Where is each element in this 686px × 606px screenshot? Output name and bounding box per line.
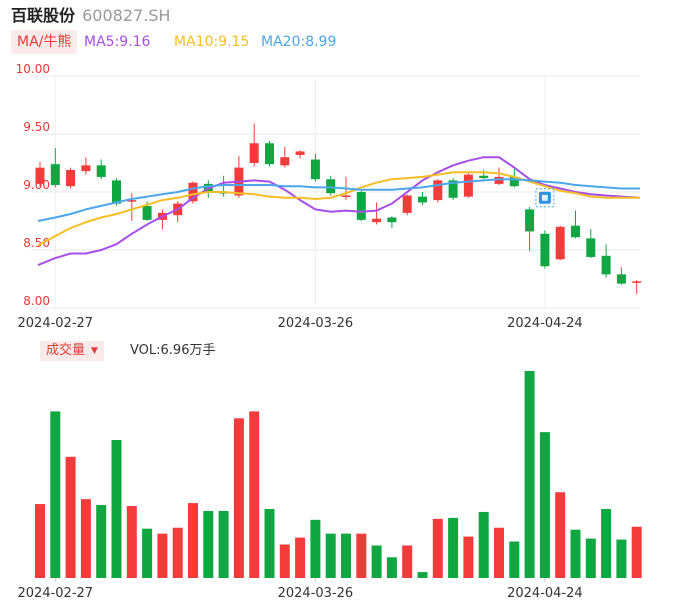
volume-bar bbox=[66, 457, 76, 578]
candle-body bbox=[36, 168, 45, 184]
candle-body bbox=[326, 179, 335, 193]
candle-body bbox=[280, 157, 289, 165]
volume-bar bbox=[326, 534, 336, 578]
price-date-label: 2024-02-27 bbox=[18, 316, 94, 331]
volume-date-axis: 2024-02-27 2024-03-26 2024-04-24 bbox=[18, 578, 583, 601]
candle-body bbox=[571, 226, 580, 238]
volume-bar bbox=[341, 534, 351, 578]
volume-bar bbox=[173, 528, 183, 578]
volume-bar bbox=[35, 504, 45, 578]
volume-bar bbox=[509, 542, 519, 578]
volume-bar bbox=[280, 544, 290, 578]
price-tick-label: 8.00 bbox=[23, 294, 50, 308]
ma-lines bbox=[38, 157, 640, 265]
candle-body bbox=[525, 209, 534, 231]
candle-body bbox=[403, 195, 412, 212]
price-date-axis: 2024-02-27 2024-03-26 2024-04-24 bbox=[18, 316, 583, 331]
volume-bar bbox=[249, 411, 259, 578]
volume-bar bbox=[219, 511, 229, 578]
volume-bar bbox=[127, 506, 137, 578]
candle-body bbox=[265, 143, 274, 164]
candle-body bbox=[250, 143, 259, 163]
volume-bar bbox=[463, 537, 473, 578]
candle-body bbox=[51, 164, 60, 185]
volume-date-label: 2024-03-26 bbox=[278, 586, 354, 601]
price-date-label: 2024-03-26 bbox=[278, 316, 354, 331]
candle-body bbox=[81, 165, 90, 171]
volume-bar bbox=[310, 520, 320, 578]
volume-bar bbox=[265, 509, 275, 578]
volume-bar bbox=[540, 432, 550, 578]
candle-body bbox=[357, 192, 366, 220]
volume-date-label: 2024-04-24 bbox=[507, 586, 583, 601]
price-axis: 10.009.509.008.508.00 bbox=[16, 62, 50, 308]
candle-body bbox=[556, 227, 565, 259]
price-tick-label: 8.50 bbox=[23, 236, 50, 250]
candle-body bbox=[66, 170, 75, 186]
candle-body bbox=[311, 160, 320, 180]
volume-bar bbox=[525, 371, 535, 578]
candle-body bbox=[296, 151, 305, 154]
candle-body bbox=[143, 206, 152, 220]
candle-body bbox=[372, 219, 381, 222]
volume-bar bbox=[203, 511, 213, 578]
candle-body bbox=[97, 165, 106, 177]
candle-body bbox=[464, 175, 473, 197]
volume-bar bbox=[586, 539, 596, 578]
candlestick-series bbox=[36, 124, 642, 295]
candle-body bbox=[602, 256, 611, 275]
volume-bar bbox=[50, 411, 60, 578]
candle-body bbox=[632, 281, 641, 283]
volume-bar bbox=[632, 527, 642, 578]
ma-line-ma10 bbox=[38, 172, 640, 245]
candle-body bbox=[540, 234, 549, 266]
volume-bar bbox=[555, 492, 565, 578]
volume-bar bbox=[418, 572, 428, 578]
volume-bar bbox=[479, 512, 489, 578]
volume-bar bbox=[112, 440, 122, 578]
price-tick-label: 10.00 bbox=[16, 62, 50, 76]
volume-bar bbox=[387, 557, 397, 578]
marker-icon-glyph bbox=[542, 195, 548, 201]
candle-body bbox=[342, 195, 351, 197]
price-date-label: 2024-04-24 bbox=[507, 316, 583, 331]
volume-bar bbox=[402, 545, 412, 578]
volume-bar bbox=[295, 538, 305, 578]
candle-body bbox=[387, 218, 396, 223]
candle-body bbox=[586, 238, 595, 257]
volume-bar bbox=[616, 540, 626, 578]
candle-body bbox=[479, 176, 488, 178]
volume-bar bbox=[494, 528, 504, 578]
volume-bar bbox=[601, 509, 611, 578]
volume-bar bbox=[157, 534, 167, 578]
candle-body bbox=[418, 197, 427, 203]
volume-bar bbox=[356, 534, 366, 578]
volume-bar bbox=[96, 505, 106, 578]
volume-bar bbox=[372, 545, 382, 578]
volume-bar bbox=[142, 529, 152, 578]
volume-bar bbox=[571, 530, 581, 578]
volume-date-label: 2024-02-27 bbox=[18, 586, 94, 601]
volume-bar bbox=[81, 499, 91, 578]
volume-bar bbox=[234, 418, 244, 578]
volume-series bbox=[35, 371, 642, 578]
price-tick-label: 9.50 bbox=[23, 120, 50, 134]
candle-body bbox=[112, 180, 121, 203]
candle-body bbox=[617, 274, 626, 283]
volume-bar bbox=[448, 518, 458, 578]
candle-body bbox=[433, 180, 442, 200]
volume-bar bbox=[433, 519, 443, 578]
volume-bar bbox=[188, 503, 198, 578]
